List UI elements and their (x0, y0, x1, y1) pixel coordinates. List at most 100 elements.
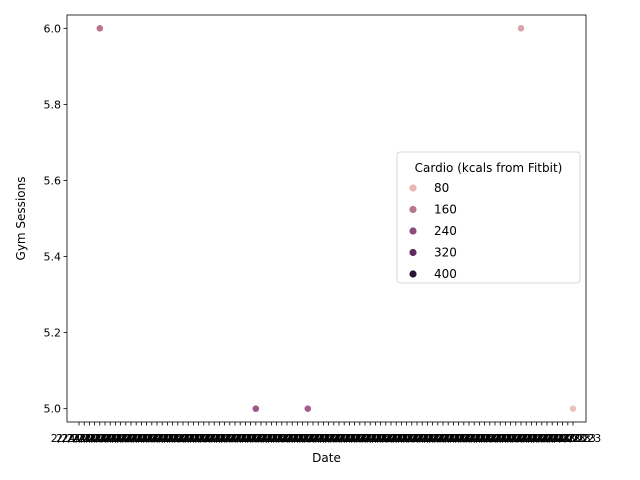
x-tick-label: 2/24/2023 (165, 432, 221, 445)
x-tick-label: 2/24/2023 (92, 432, 148, 445)
x-tick-label: 2/24/2023 (155, 432, 211, 445)
x-tick-label: 2/24/2023 (238, 432, 294, 445)
x-tick-label: 2/24/2023 (264, 432, 320, 445)
y-tick-label: 5.8 (44, 98, 62, 111)
x-tick-label: 2/24/2023 (212, 432, 268, 445)
legend-marker (409, 205, 417, 214)
x-tick-label: 2/24/2023 (436, 432, 492, 445)
x-tick-label: 2/24/2023 (72, 432, 128, 445)
x-tick-label: 2/24/2023 (540, 432, 596, 445)
x-tick-label: 2/24/2023 (410, 432, 466, 445)
data-point (95, 24, 104, 33)
x-tick-label: 2/24/2023 (394, 432, 450, 445)
x-tick-label: 2/24/2023 (404, 432, 460, 445)
x-tick-label: 2/24/2023 (160, 432, 216, 445)
x-tick-label: 2/24/2023 (498, 432, 554, 445)
x-tick-label: 2/24/2023 (389, 432, 445, 445)
y-tick-label: 6.0 (44, 22, 62, 35)
x-tick-label: 2/24/2023 (144, 432, 200, 445)
x-tick-label: 2/24/2023 (399, 432, 455, 445)
x-tick-label: 2/24/2023 (139, 432, 195, 445)
x-tick-label: 2/24/2023 (98, 432, 154, 445)
x-tick-label: 2/24/2023 (51, 432, 107, 445)
x-tick-label: 2/24/2023 (269, 432, 325, 445)
data-point (303, 404, 312, 413)
x-tick-label: 2/24/2023 (87, 432, 143, 445)
x-tick-label: 2/24/2023 (493, 432, 549, 445)
x-tick-label: 2/24/2023 (196, 432, 252, 445)
x-tick-label: 2/24/2023 (358, 432, 414, 445)
x-tick-label: 2/24/2023 (446, 432, 502, 445)
x-tick-label: 2/24/2023 (514, 432, 570, 445)
x-tick-label: 2/24/2023 (456, 432, 512, 445)
x-tick-label: 2/24/2023 (347, 432, 403, 445)
x-tick-label: 2/24/2023 (134, 432, 190, 445)
data-point (569, 404, 577, 413)
x-tick-label: 2/24/2023 (61, 432, 117, 445)
x-tick-label: 2/24/2023 (202, 432, 258, 445)
legend-marker (409, 184, 417, 192)
x-tick-label: 2/24/2023 (477, 432, 533, 445)
x-tick-label: 2/24/2023 (519, 432, 575, 445)
legend-entry-label: 80 (434, 181, 449, 195)
legend-entry-label: 160 (434, 203, 457, 217)
x-tick-label: 2/24/2023 (337, 432, 393, 445)
x-tick-label: 2/24/2023 (228, 432, 284, 445)
x-tick-label: 2/24/2023 (430, 432, 486, 445)
legend-marker (409, 270, 417, 278)
x-tick-label: 2/24/2023 (259, 432, 315, 445)
x-tick-label: 2/24/2023 (207, 432, 263, 445)
legend-marker (409, 227, 417, 235)
x-tick-label: 2/24/2023 (326, 432, 382, 445)
y-tick-label: 5.4 (44, 251, 62, 264)
x-tick-label: 2/24/2023 (191, 432, 247, 445)
x-tick-label: 2/24/2023 (482, 432, 538, 445)
legend-entry-label: 400 (434, 267, 457, 281)
x-tick-label: 2/24/2023 (56, 432, 112, 445)
plot-area-frame (66, 14, 587, 423)
x-tick-label: 2/24/2023 (441, 432, 497, 445)
x-tick-label: 2/24/2023 (368, 432, 424, 445)
legend-marker (409, 248, 417, 257)
x-tick-label: 2/24/2023 (373, 432, 429, 445)
x-tick-label: 2/24/2023 (176, 432, 232, 445)
x-axis-label: Date (312, 451, 341, 465)
ticks-layer: 5.05.25.45.65.86.02/24/20232/24/20232/24… (44, 22, 602, 445)
x-tick-label: 2/24/2023 (472, 432, 528, 445)
x-tick-label: 2/24/2023 (170, 432, 226, 445)
y-axis-label: Gym Sessions (14, 177, 28, 261)
x-tick-label: 2/24/2023 (233, 432, 289, 445)
x-tick-label: 2/24/2023 (352, 432, 408, 445)
x-tick-label: 2/24/2023 (462, 432, 518, 445)
x-tick-label: 2/24/2023 (342, 432, 398, 445)
legend-title: Cardio (kcals from Fitbit) (415, 161, 563, 175)
x-tick-label: 2/24/2023 (217, 432, 273, 445)
x-tick-label: 2/24/2023 (306, 432, 362, 445)
y-tick-label: 5.2 (44, 327, 62, 340)
legend: Cardio (kcals from Fitbit) 80 160 240 320 40… (396, 151, 581, 284)
points-layer (95, 24, 577, 413)
legend-entry-label: 320 (434, 246, 457, 260)
y-tick-label: 5.0 (44, 403, 62, 416)
x-tick-label: 2/24/2023 (150, 432, 206, 445)
x-tick-label: 2/24/2023 (488, 432, 544, 445)
x-tick-label: 2/24/2023 (274, 432, 330, 445)
y-tick-label: 5.6 (44, 174, 62, 187)
x-tick-label: 2/24/2023 (467, 432, 523, 445)
legend-frame (396, 151, 581, 284)
x-tick-label: 2/24/2023 (248, 432, 304, 445)
x-tick-label: 2/24/2023 (534, 432, 590, 445)
x-tick-label: 2/24/2023 (415, 432, 471, 445)
x-tick-label: 2/24/2023 (254, 432, 310, 445)
x-tick-label: 2/24/2023 (420, 432, 476, 445)
x-tick-label: 2/24/2023 (77, 432, 133, 445)
x-tick-label: 2/24/2023 (222, 432, 278, 445)
x-tick-label: 2/24/2023 (451, 432, 507, 445)
x-tick-label: 2/24/2023 (384, 432, 440, 445)
x-tick-label: 2/24/2023 (181, 432, 237, 445)
x-tick-label: 2/24/2023 (425, 432, 481, 445)
x-tick-label: 2/24/2023 (311, 432, 367, 445)
x-tick-label: 2/24/2023 (332, 432, 388, 445)
x-tick-label: 2/24/2023 (243, 432, 299, 445)
